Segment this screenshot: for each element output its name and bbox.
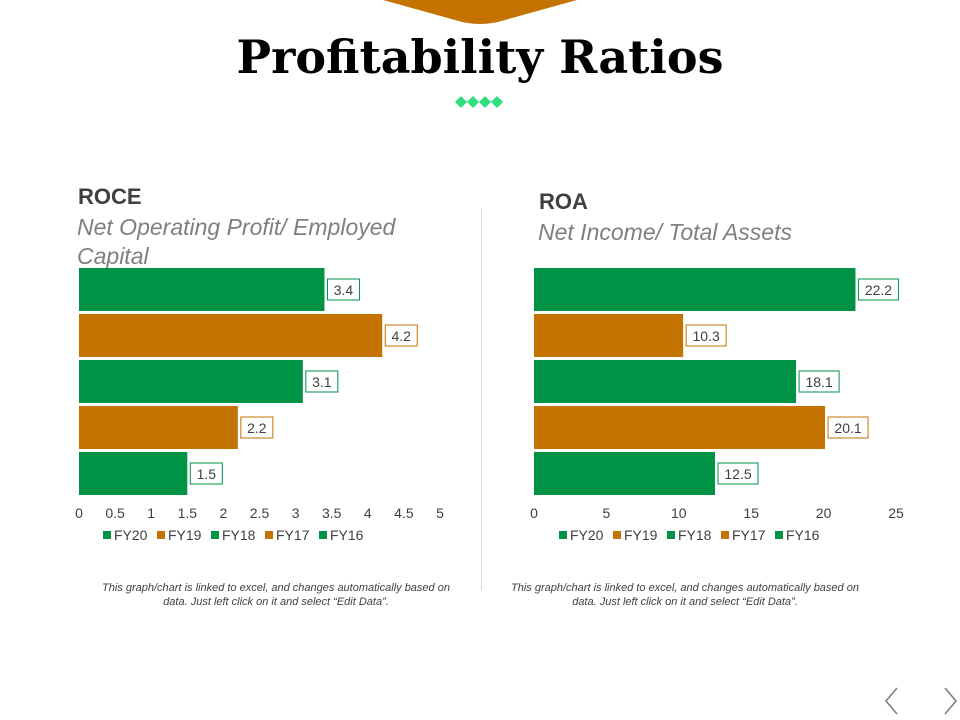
roce-data-label: 4.2: [392, 328, 412, 344]
roce-data-label-box: [189, 462, 223, 485]
roce-data-label: 3.1: [312, 374, 332, 390]
roa-bar-fy18: [534, 360, 797, 403]
page-title: Profitability Ratios: [236, 30, 724, 84]
roce-legend-label: FY20: [114, 527, 148, 543]
roce-legend-swatch: [319, 531, 327, 539]
roce-x-tick-label: 1.5: [178, 505, 198, 521]
roa-subtitle: Net Income/ Total Assets: [538, 219, 792, 245]
roce-legend-swatch: [265, 531, 273, 539]
roa-bar-chart: 22.2 10.3 18.1 20.1 12.5 0 5 10 15 20 25 FY20 FY19 FY…: [530, 268, 904, 543]
roa-legend-swatch: [721, 531, 729, 539]
roa-x-tick-label: 5: [603, 505, 611, 521]
roce-bar-fy19: [79, 314, 383, 357]
chevron-left-icon: [884, 687, 898, 715]
roce-legend-label: FY17: [276, 527, 310, 543]
roa-data-label-box: [717, 462, 759, 485]
roce-x-tick-label: 1: [147, 505, 155, 521]
diamond-icon: [491, 96, 503, 108]
roce-x-tick-label: 4: [364, 505, 372, 521]
roa-data-label: 22.2: [865, 282, 892, 298]
roa-legend-swatch: [667, 531, 675, 539]
roce-data-label-box: [240, 416, 274, 439]
roce-data-label-box: [305, 370, 339, 393]
roa-legend-swatch: [559, 531, 567, 539]
roce-data-label-box: [384, 324, 418, 347]
roa-bar-fy16: [534, 452, 715, 495]
roce-legend-label: FY16: [330, 527, 364, 543]
roa-bar-fy19: [534, 314, 684, 357]
roa-x-tick-label: 25: [888, 505, 904, 521]
roa-legend-swatch: [613, 531, 621, 539]
roce-x-tick-label: 5: [436, 505, 444, 521]
roa-data-label-box: [798, 370, 840, 393]
roce-x-tick-label: 0.5: [105, 505, 125, 521]
roa-legend-label: FY17: [732, 527, 766, 543]
roce-legend-label: FY19: [168, 527, 202, 543]
roa-legend-label: FY20: [570, 527, 604, 543]
next-slide-button[interactable]: [940, 686, 960, 716]
roce-x-tick-label: 3.5: [322, 505, 342, 521]
roce-data-label: 1.5: [197, 466, 217, 482]
roce-bar-fy17: [79, 406, 238, 449]
roa-x-tick-label: 20: [816, 505, 832, 521]
roce-legend-swatch: [103, 531, 111, 539]
roa-legend-swatch: [775, 531, 783, 539]
top-tab-decoration: [383, 0, 577, 24]
panel-divider: [481, 208, 482, 590]
chevron-right-icon: [944, 687, 958, 715]
roa-data-label: 20.1: [834, 420, 861, 436]
roce-x-tick-label: 3: [292, 505, 300, 521]
roa-data-label-box: [827, 416, 869, 439]
roce-bar-fy16: [79, 452, 188, 495]
roa-data-label: 18.1: [805, 374, 832, 390]
roce-data-label: 2.2: [247, 420, 267, 436]
roce-bar-fy18: [79, 360, 303, 403]
roce-x-tick-label: 2: [220, 505, 228, 521]
diamond-icon: [479, 96, 491, 108]
diamond-icon: [455, 96, 467, 108]
roce-legend-label: FY18: [222, 527, 256, 543]
roa-data-label-box: [857, 278, 899, 301]
roce-x-tick-label: 0: [75, 505, 83, 521]
roa-bar-fy20: [534, 268, 856, 311]
roa-legend-label: FY16: [786, 527, 820, 543]
roce-subtitle: Net Operating Profit/ Employed Capital: [77, 214, 396, 269]
roa-data-label-box: [685, 324, 727, 347]
roce-x-tick-label: 2.5: [250, 505, 270, 521]
prev-slide-button[interactable]: [882, 686, 902, 716]
title-diamonds-decoration: [455, 96, 503, 108]
roce-data-label-box: [326, 278, 360, 301]
roa-legend-label: FY19: [624, 527, 658, 543]
roce-legend-swatch: [157, 531, 165, 539]
roce-chart-note: This graph/chart is linked to excel, and…: [102, 582, 450, 608]
roce-title: ROCE: [78, 184, 142, 209]
roa-x-tick-label: 10: [671, 505, 687, 521]
roa-data-label: 10.3: [693, 328, 720, 344]
roce-bar-chart: 3.4 4.2 3.1 2.2 1.5 0 0.5 1 1.5 2 2.5 3 3.5 4 4.5 5 FY20…: [75, 268, 444, 543]
roa-data-label: 12.5: [724, 466, 751, 482]
roce-data-label: 3.4: [334, 282, 354, 298]
roce-x-tick-label: 4.5: [394, 505, 414, 521]
roa-legend-label: FY18: [678, 527, 712, 543]
diamond-icon: [467, 96, 479, 108]
roa-title: ROA: [539, 189, 588, 214]
roce-legend-swatch: [211, 531, 219, 539]
roa-chart-note: This graph/chart is linked to excel, and…: [511, 582, 859, 608]
roce-bar-fy20: [79, 268, 325, 311]
roa-x-tick-label: 0: [530, 505, 538, 521]
roa-x-tick-label: 15: [743, 505, 759, 521]
roa-bar-fy17: [534, 406, 826, 449]
